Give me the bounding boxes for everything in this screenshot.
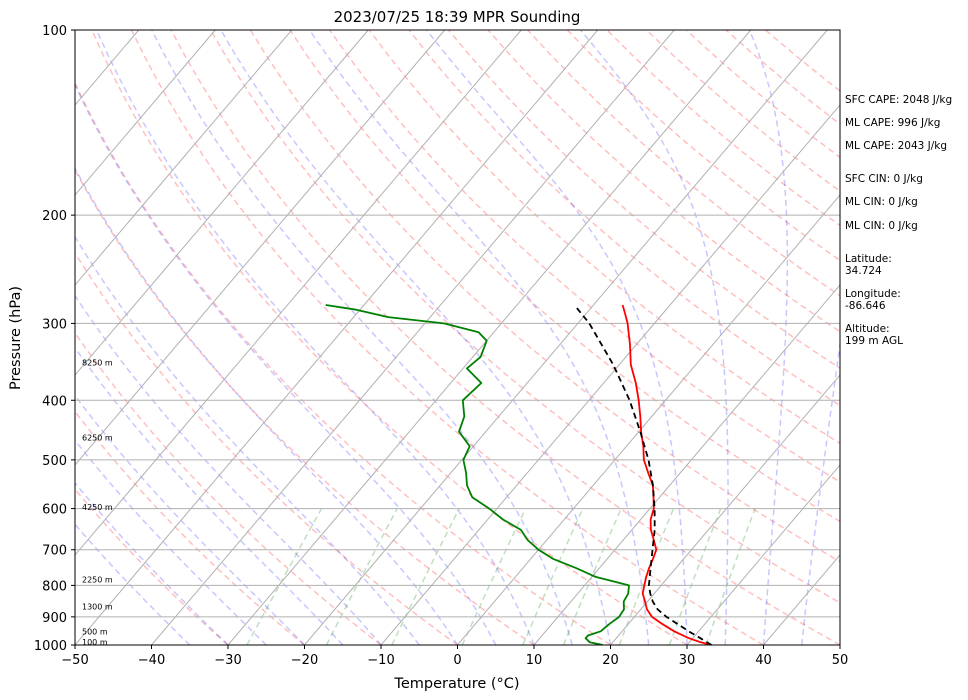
moist-adiabat [308,30,650,645]
isotherm-line [610,374,840,645]
side-annotation: ML CIN: 0 J/kg [845,196,918,208]
moist-adiabat [801,339,840,645]
isotherm-line [75,30,446,466]
isotherm-line [227,30,752,645]
side-annotation: SFC CIN: 0 J/kg [845,173,923,185]
y-tick-label: 300 [42,317,67,332]
moist-adiabat [75,294,382,645]
moist-adiabat [220,30,612,645]
x-tick-label: −20 [291,653,318,668]
isotherm-line [151,30,675,645]
moist-adiabat [75,83,497,645]
moist-adiabat [75,346,344,645]
height-label: 4250 m [82,503,113,512]
moist-adiabat [75,235,420,645]
isotherm-line [686,464,840,645]
x-tick-label: 40 [755,653,772,668]
y-tick-label: 100 [42,24,67,39]
x-tick-label: −50 [61,653,88,668]
moist-adiabat [151,30,574,645]
y-tick-label: 200 [42,209,67,224]
side-annotation: -86.646 [845,300,886,312]
side-annotation: ML CAPE: 996 J/kg [845,117,940,129]
isotherm-line [75,30,599,645]
mixing-ratio-line [325,508,398,645]
x-tick-label: 10 [526,653,543,668]
dry-adiabat [249,30,840,563]
x-tick-label: 20 [602,653,619,668]
isotherm-line [457,194,840,645]
x-axis-label: Temperature (°C) [393,676,519,692]
dry-adiabat [408,30,840,407]
height-label: 1300 m [82,603,113,612]
moist-adiabat [95,30,535,645]
x-tick-label: 50 [832,653,849,668]
dry-adiabat [289,30,840,523]
dry-adiabat [130,30,764,645]
moist-adiabat [425,30,688,645]
side-annotation: 199 m AGL [845,335,903,347]
y-tick-label: 400 [42,394,67,409]
side-annotation: 34.724 [845,265,882,277]
temperature-profile-line [621,304,712,645]
y-tick-label: 900 [42,611,67,626]
dry-adiabat [75,410,305,645]
isotherm-line [75,30,369,376]
dry-adiabat [368,30,840,445]
dry-adiabat [527,30,840,297]
moist-adiabat [75,481,229,645]
moist-adiabat [579,30,729,645]
dry-adiabat [75,81,611,645]
isotherm-line [304,30,828,645]
moist-adiabat [75,523,191,645]
height-label: 8250 m [82,358,113,367]
isotherm-line [380,104,840,645]
mixing-ratio-line [391,508,460,645]
side-annotation: Latitude: [845,253,892,265]
parcel-profile-line [573,304,712,645]
dry-adiabat [91,30,688,645]
height-label: 100 m [82,638,108,647]
y-tick-label: 800 [42,579,67,594]
y-tick-label: 500 [42,454,67,469]
height-label: 2250 m [82,576,113,585]
x-tick-label: −30 [214,653,241,668]
side-annotation: ML CIN: 0 J/kg [845,220,918,232]
y-tick-label: 1000 [34,639,67,654]
isotherm-line [75,30,216,196]
dry-adiabat [75,168,535,645]
moist-adiabat [75,439,267,645]
moist-adiabat [75,394,306,645]
x-tick-label: 0 [453,653,461,668]
height-label: 500 m [82,627,108,636]
y-axis-label: Pressure (hPa) [8,286,24,390]
side-annotation: Longitude: [845,288,901,300]
side-annotation: SFC CAPE: 2048 J/kg [845,94,952,106]
dry-adiabat [75,251,458,645]
side-annotation: Altitude: [845,323,890,335]
dry-adiabat [75,331,382,645]
y-tick-label: 600 [42,503,67,518]
isotherm-line [75,30,293,286]
isotherm-line [75,30,522,556]
mixing-ratio-line [246,508,323,645]
moist-adiabat [748,30,789,645]
isotherm-line [533,284,840,645]
height-label: 6250 m [82,434,113,443]
chart-title: 2023/07/25 18:39 MPR Sounding [334,8,581,26]
y-tick-label: 700 [42,544,67,559]
x-tick-label: −10 [367,653,394,668]
x-tick-label: −40 [138,653,165,668]
x-tick-label: 30 [679,653,696,668]
dewpoint-profile-line [325,304,630,645]
side-annotation: ML CAPE: 2043 J/kg [845,140,947,152]
dry-adiabat [75,488,229,645]
moist-adiabat [75,166,459,645]
dry-adiabat [328,30,840,483]
